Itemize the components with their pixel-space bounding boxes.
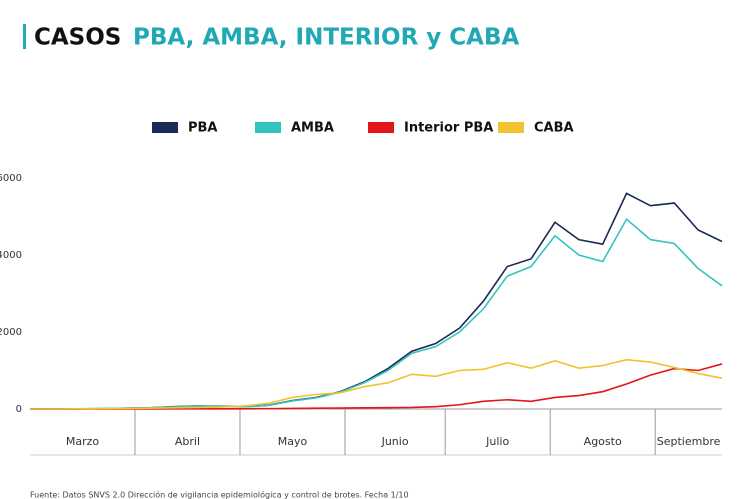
x-group-label: Julio — [485, 435, 509, 448]
legend-swatch — [498, 122, 524, 133]
series-line — [30, 363, 723, 410]
source-note: Fuente: Datos SNVS 2.0 Dirección de vigi… — [30, 490, 409, 499]
chart-title: CASOS — [34, 25, 121, 51]
legend-label: CABA — [534, 121, 574, 136]
series-line — [30, 217, 723, 410]
legend-swatch — [255, 122, 281, 133]
chart-subtitle: PBA, AMBA, INTERIOR y CABA — [133, 25, 520, 51]
x-group-label: Mayo — [278, 435, 308, 448]
y-tick-label: 0 — [16, 404, 22, 415]
legend-label: PBA — [188, 121, 218, 136]
legend-label: AMBA — [291, 121, 334, 136]
series-line — [30, 358, 723, 410]
y-tick-label: 6000 — [0, 173, 22, 184]
x-group-label: Marzo — [66, 435, 100, 448]
x-group-label: Septiembre — [657, 435, 721, 448]
legend-label: Interior PBA — [404, 121, 493, 136]
legend-swatch — [368, 122, 394, 133]
x-group-label: Junio — [381, 435, 409, 448]
y-tick-label: 2000 — [0, 327, 22, 338]
x-group-label: Agosto — [584, 435, 622, 448]
title-accent — [23, 24, 26, 49]
y-tick-label: 4000 — [0, 250, 22, 261]
x-group-label: Abril — [175, 435, 200, 448]
legend-swatch — [152, 122, 178, 133]
